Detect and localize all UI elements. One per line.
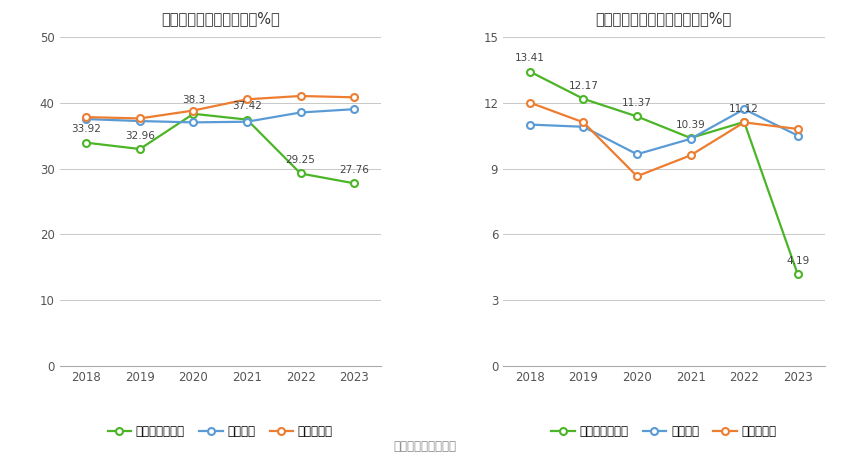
Text: 4.19: 4.19 [786, 256, 809, 266]
Text: 37.42: 37.42 [232, 101, 262, 111]
公司资产负债率 [296, 171, 306, 176]
行业中位数 [135, 116, 145, 121]
行业中位数 [578, 120, 588, 125]
Text: 27.76: 27.76 [339, 165, 369, 175]
有息资产负债率 [739, 119, 749, 125]
Text: 33.92: 33.92 [71, 125, 101, 134]
Line: 有息资产负债率: 有息资产负债率 [526, 68, 802, 278]
Text: 32.96: 32.96 [125, 131, 155, 141]
公司资产负债率 [349, 180, 360, 186]
行业均値 [82, 116, 92, 122]
行业中位数 [632, 174, 642, 179]
行业中位数 [82, 114, 92, 120]
行业均値 [578, 124, 588, 130]
行业均値 [685, 136, 695, 142]
有息资产负债率 [632, 114, 642, 119]
Text: 11.37: 11.37 [622, 98, 652, 108]
行业均値 [242, 119, 252, 125]
行业均値 [189, 120, 199, 125]
行业均値 [296, 110, 306, 115]
行业中位数 [242, 97, 252, 102]
Line: 行业中位数: 行业中位数 [82, 93, 358, 122]
Legend: 有息资产负债率, 行业均値, 行业中位数: 有息资产负债率, 行业均値, 行业中位数 [551, 425, 776, 438]
行业均値 [524, 122, 535, 127]
Text: 11.12: 11.12 [729, 104, 759, 114]
行业中位数 [524, 100, 535, 105]
Text: 13.41: 13.41 [515, 53, 545, 63]
行业中位数 [349, 94, 360, 100]
行业均値 [349, 106, 360, 112]
行业中位数 [739, 120, 749, 125]
行业均値 [632, 152, 642, 157]
公司资产负债率 [82, 140, 92, 146]
有息资产负债率 [792, 272, 802, 277]
行业中位数 [296, 93, 306, 99]
Title: 近年来资产负债率情况（%）: 近年来资产负债率情况（%） [161, 11, 280, 26]
行业均値 [792, 133, 802, 138]
行业均値 [135, 118, 145, 124]
有息资产负债率 [524, 69, 535, 74]
公司资产负债率 [135, 146, 145, 152]
Text: 29.25: 29.25 [286, 155, 315, 165]
Text: 12.17: 12.17 [569, 81, 598, 91]
有息资产负债率 [578, 96, 588, 102]
Line: 公司资产负债率: 公司资产负债率 [82, 110, 358, 187]
行业中位数 [685, 153, 695, 158]
Title: 近年来有息资产负债率情况（%）: 近年来有息资产负债率情况（%） [596, 11, 732, 26]
有息资产负债率 [685, 135, 695, 141]
Legend: 公司资产负债率, 行业均値, 行业中位数: 公司资产负债率, 行业均値, 行业中位数 [108, 425, 333, 438]
Text: 38.3: 38.3 [182, 95, 205, 105]
公司资产负债率 [189, 111, 199, 116]
行业均値 [739, 106, 749, 112]
Line: 行业均値: 行业均値 [82, 106, 358, 126]
行业中位数 [792, 126, 802, 132]
行业中位数 [189, 108, 199, 113]
Text: 数据来源：恒生聚源: 数据来源：恒生聚源 [394, 441, 456, 453]
Text: 10.39: 10.39 [676, 120, 705, 130]
公司资产负债率 [242, 117, 252, 122]
Line: 行业均値: 行业均値 [526, 106, 802, 158]
Line: 行业中位数: 行业中位数 [526, 99, 802, 180]
